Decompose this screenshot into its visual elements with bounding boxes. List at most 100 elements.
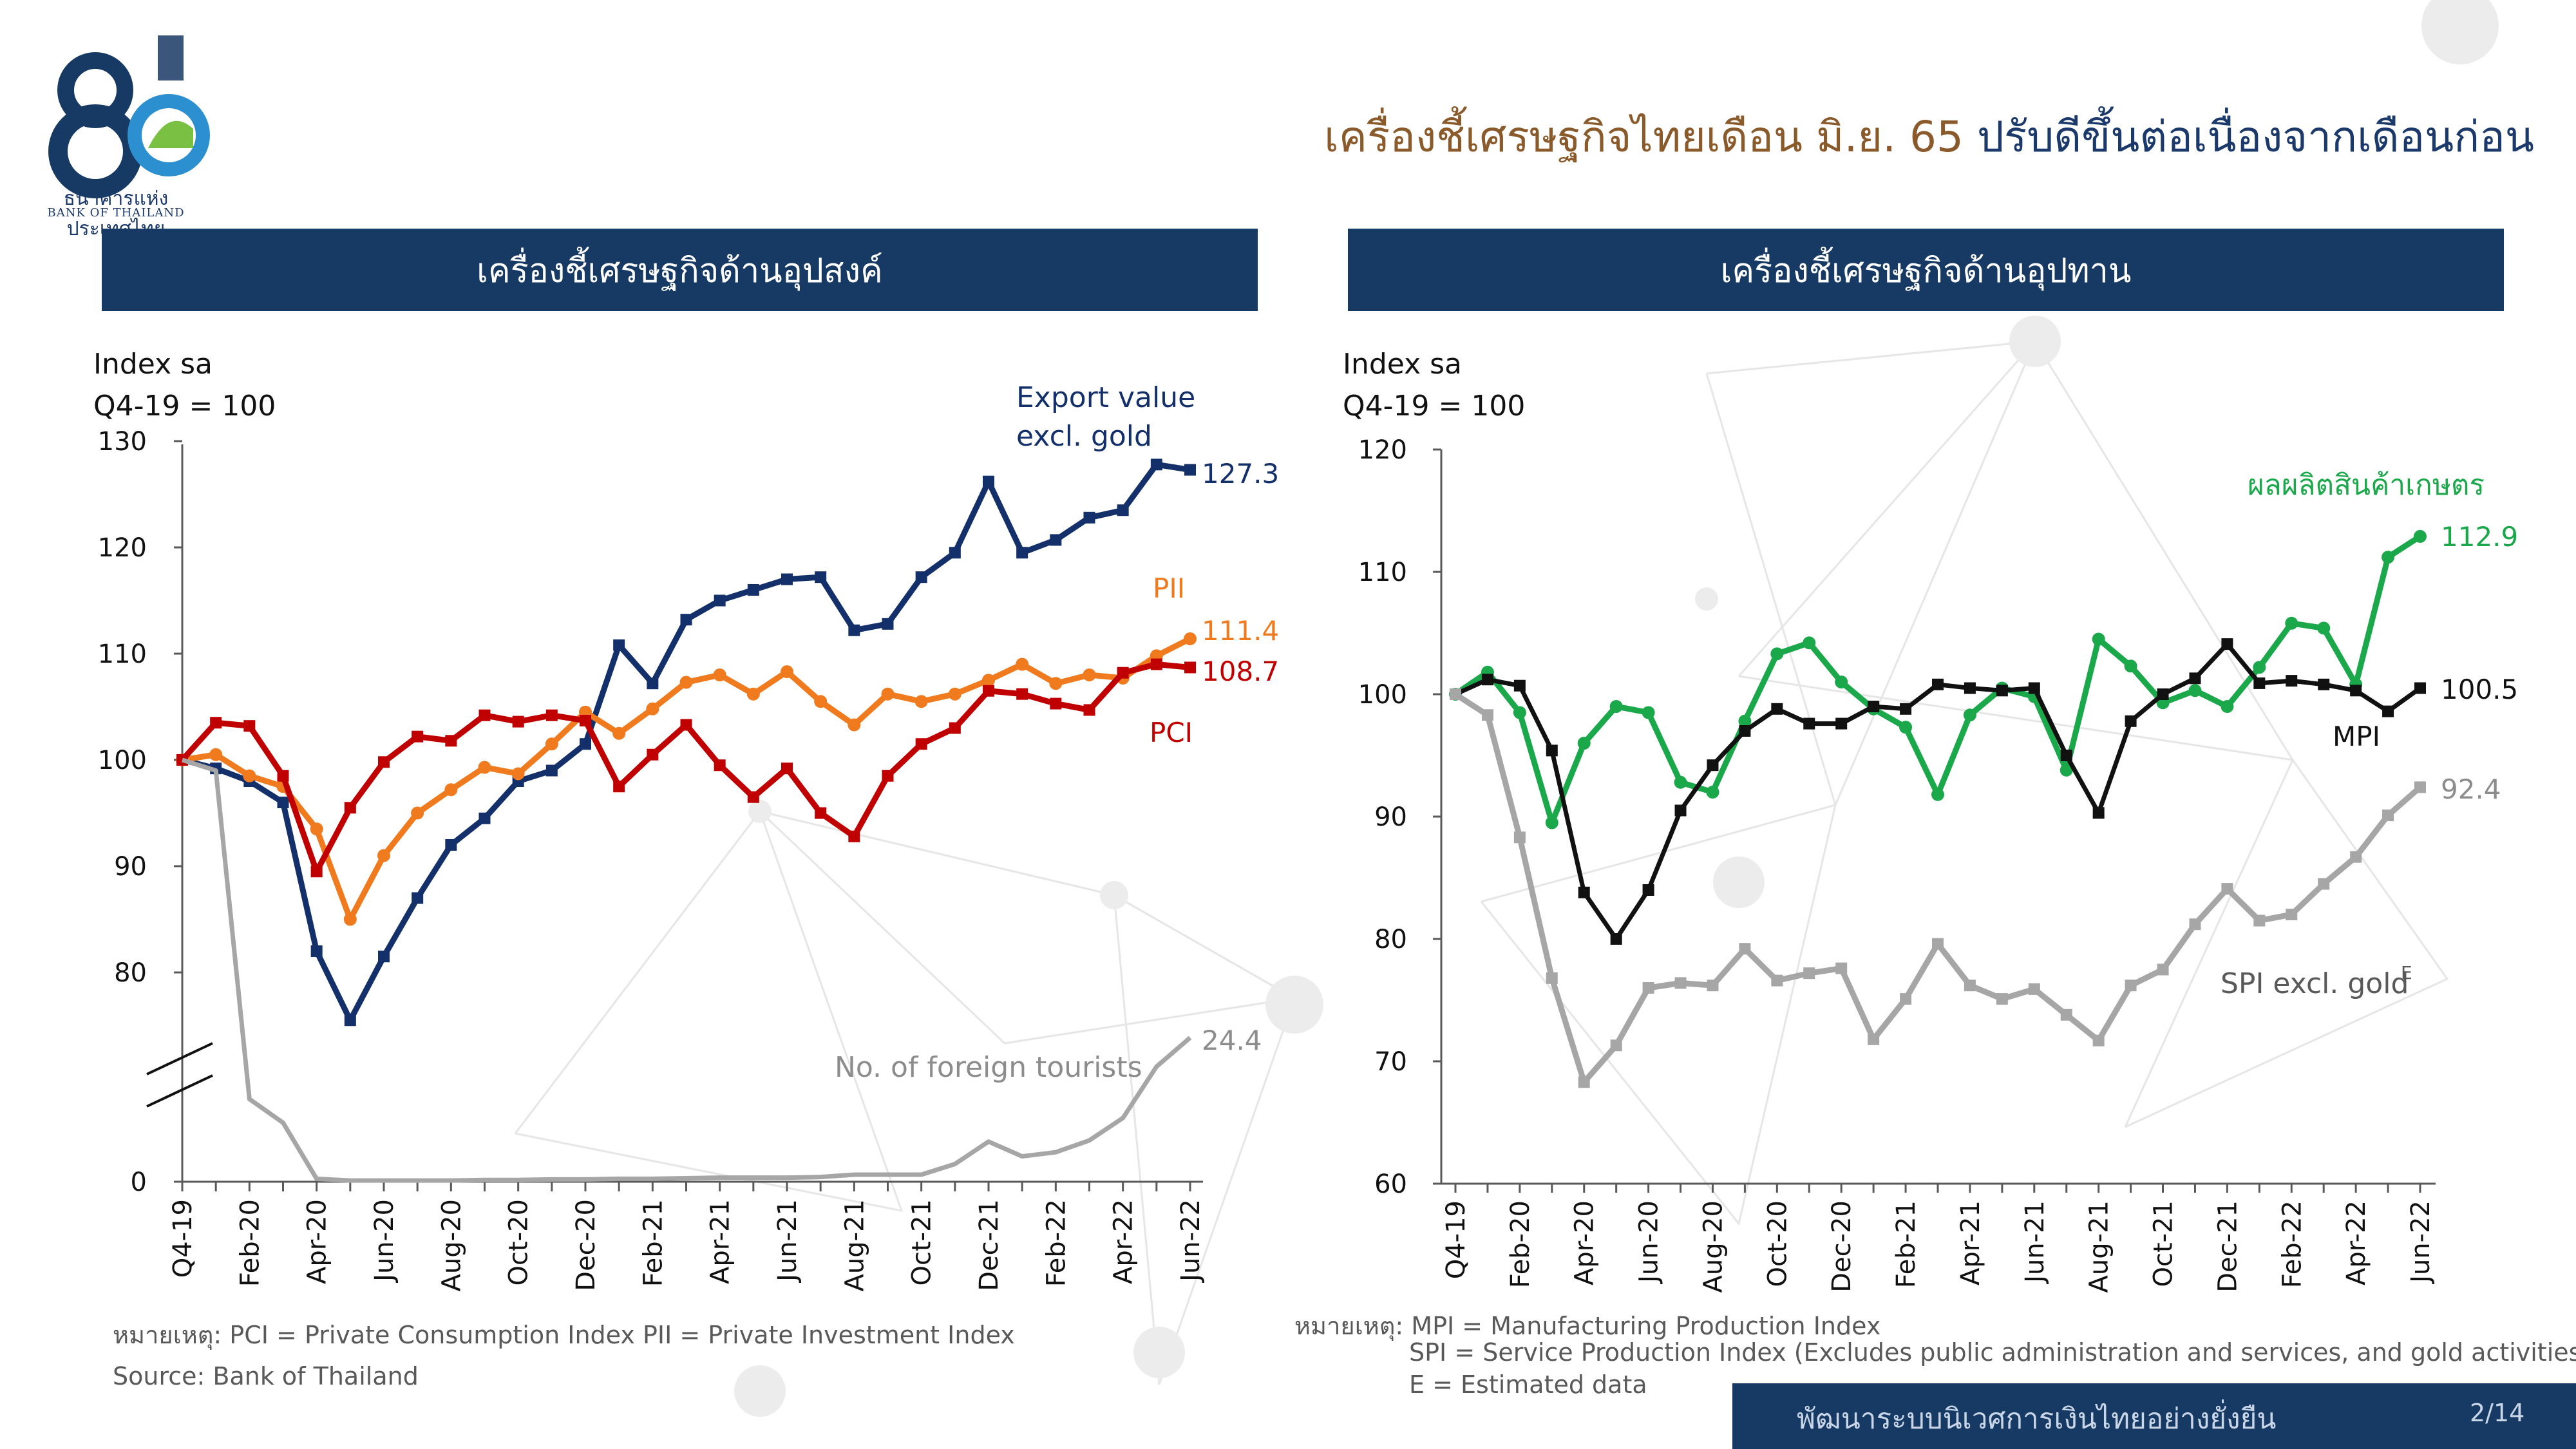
left-series-marker — [1083, 511, 1095, 524]
right-x-tick-label: Dec-20 — [1827, 1200, 1857, 1293]
left-series-marker — [1083, 704, 1095, 716]
right-series-marker — [2092, 1034, 2105, 1046]
left-axis-break-mark — [146, 1042, 213, 1075]
footer-bar — [1732, 1383, 2576, 1449]
left-series-marker — [1083, 668, 1096, 681]
left-series-marker — [781, 573, 793, 585]
right-series-marker — [1803, 967, 1815, 980]
left-series-line — [181, 461, 1191, 1023]
right-y-tick-label: 110 — [1358, 558, 1407, 587]
left-series-marker — [412, 730, 424, 743]
left-series-marker — [982, 674, 995, 687]
left-series-marker — [914, 695, 928, 708]
end-label-spi: 92.4 — [2441, 773, 2501, 805]
left-x-tick-label: Feb-20 — [235, 1199, 265, 1287]
right-series-marker — [2092, 807, 2105, 819]
end-label-pci: 108.7 — [1202, 656, 1279, 687]
right-series-line — [1454, 692, 2422, 1085]
right-series-marker — [1546, 972, 1558, 984]
right-series-marker — [2124, 659, 2137, 673]
left-series-marker — [545, 709, 558, 721]
left-series-marker — [209, 748, 223, 761]
left-series-marker — [210, 717, 222, 729]
left-series-marker — [377, 849, 390, 862]
right-x-tick-label: Jun-20 — [1634, 1200, 1664, 1285]
right-x-tick-label: Dec-21 — [2213, 1200, 2242, 1293]
page-headline: เครื่องชี้เศรษฐกิจไทยเดือน มิ.ย. 65 ปรับ… — [1324, 103, 2534, 171]
right-series-marker — [1739, 725, 1751, 737]
right-series-marker — [2060, 763, 2073, 777]
right-x-tick-label: Apr-22 — [2342, 1200, 2371, 1285]
right-series-marker — [2189, 672, 2201, 685]
left-series-marker — [679, 676, 693, 689]
right-series-marker — [1739, 943, 1751, 955]
right-series-marker — [1770, 647, 1784, 661]
right-series-marker — [2414, 781, 2426, 793]
left-y-tick-label: 100 — [98, 746, 147, 775]
right-series-marker — [2028, 682, 2040, 694]
right-series-marker — [2125, 715, 2137, 727]
left-series-marker — [747, 584, 759, 596]
left-series-marker — [714, 594, 726, 607]
right-series-marker — [1771, 974, 1783, 987]
left-series-marker — [343, 913, 357, 926]
right-series-marker — [2253, 677, 2266, 689]
left-x-tick-label: Oct-21 — [907, 1199, 937, 1286]
right-x-tick-label: Aug-21 — [2085, 1200, 2114, 1293]
left-series-marker — [713, 668, 726, 681]
left-series-marker — [781, 762, 793, 775]
left-series-marker — [445, 735, 457, 747]
left-series-marker — [848, 624, 860, 636]
right-series-marker — [1610, 933, 1622, 945]
left-x-tick-label: Feb-21 — [638, 1199, 668, 1287]
right-series-marker — [1803, 717, 1815, 730]
left-series-marker — [411, 806, 424, 820]
right-series-marker — [1513, 831, 1526, 844]
end-label-tourists: 24.4 — [1202, 1025, 1262, 1056]
label-export-line1: Export value — [1016, 381, 1195, 414]
end-label-pii: 111.4 — [1202, 615, 1279, 647]
left-series-marker — [512, 715, 524, 728]
left-y-tick-label: 0 — [131, 1168, 147, 1197]
left-series-marker — [1150, 459, 1162, 471]
label-tourists: No. of foreign tourists — [835, 1051, 1142, 1084]
left-series-marker — [1016, 658, 1029, 671]
left-y-tick-label: 120 — [98, 533, 147, 563]
label-pii: PII — [1153, 573, 1185, 604]
left-x-tick-label: Jun-22 — [1176, 1199, 1206, 1283]
right-series-marker — [1964, 682, 1976, 694]
right-y-axis-label-2: Q4-19 = 100 — [1343, 390, 1525, 422]
right-x-tick-label: Jun-21 — [2020, 1200, 2050, 1285]
right-x-tick-label: Feb-22 — [2277, 1200, 2307, 1288]
left-series-marker — [882, 770, 894, 782]
left-series-marker — [815, 807, 827, 819]
end-label-agri: 112.9 — [2441, 521, 2518, 553]
right-series-marker — [1738, 714, 1752, 728]
left-y-tick-label: 110 — [98, 639, 147, 669]
right-x-tick-label: Oct-21 — [2149, 1200, 2179, 1287]
left-series-marker — [277, 770, 289, 782]
right-y-tick-label: 70 — [1374, 1047, 1407, 1077]
label-spi: SPI excl. gold — [2221, 967, 2409, 1000]
left-series-marker — [646, 702, 659, 715]
left-series-marker — [378, 756, 390, 768]
left-series-marker — [412, 892, 424, 904]
right-series-marker — [2286, 909, 2298, 920]
left-series-marker — [243, 720, 256, 732]
right-series-marker — [2028, 983, 2040, 995]
right-series-marker — [1513, 679, 1526, 692]
left-series-marker — [915, 738, 927, 750]
left-series-marker — [746, 687, 760, 701]
left-x-tick-label: Apr-20 — [303, 1199, 332, 1284]
left-x-tick-label: Dec-21 — [974, 1199, 1004, 1291]
left-series-marker — [511, 767, 525, 781]
left-source-note: Source: Bank of Thailand — [113, 1362, 419, 1390]
right-series-marker — [1771, 703, 1783, 715]
left-series-marker — [310, 822, 323, 836]
headline-part-1: เครื่องชี้เศรษฐกิจไทยเดือน มิ.ย. 65 — [1324, 112, 1964, 162]
left-series-marker — [983, 475, 994, 488]
right-series-marker — [2221, 883, 2233, 895]
right-series-marker — [1963, 708, 1976, 722]
right-series-marker — [1546, 744, 1558, 757]
